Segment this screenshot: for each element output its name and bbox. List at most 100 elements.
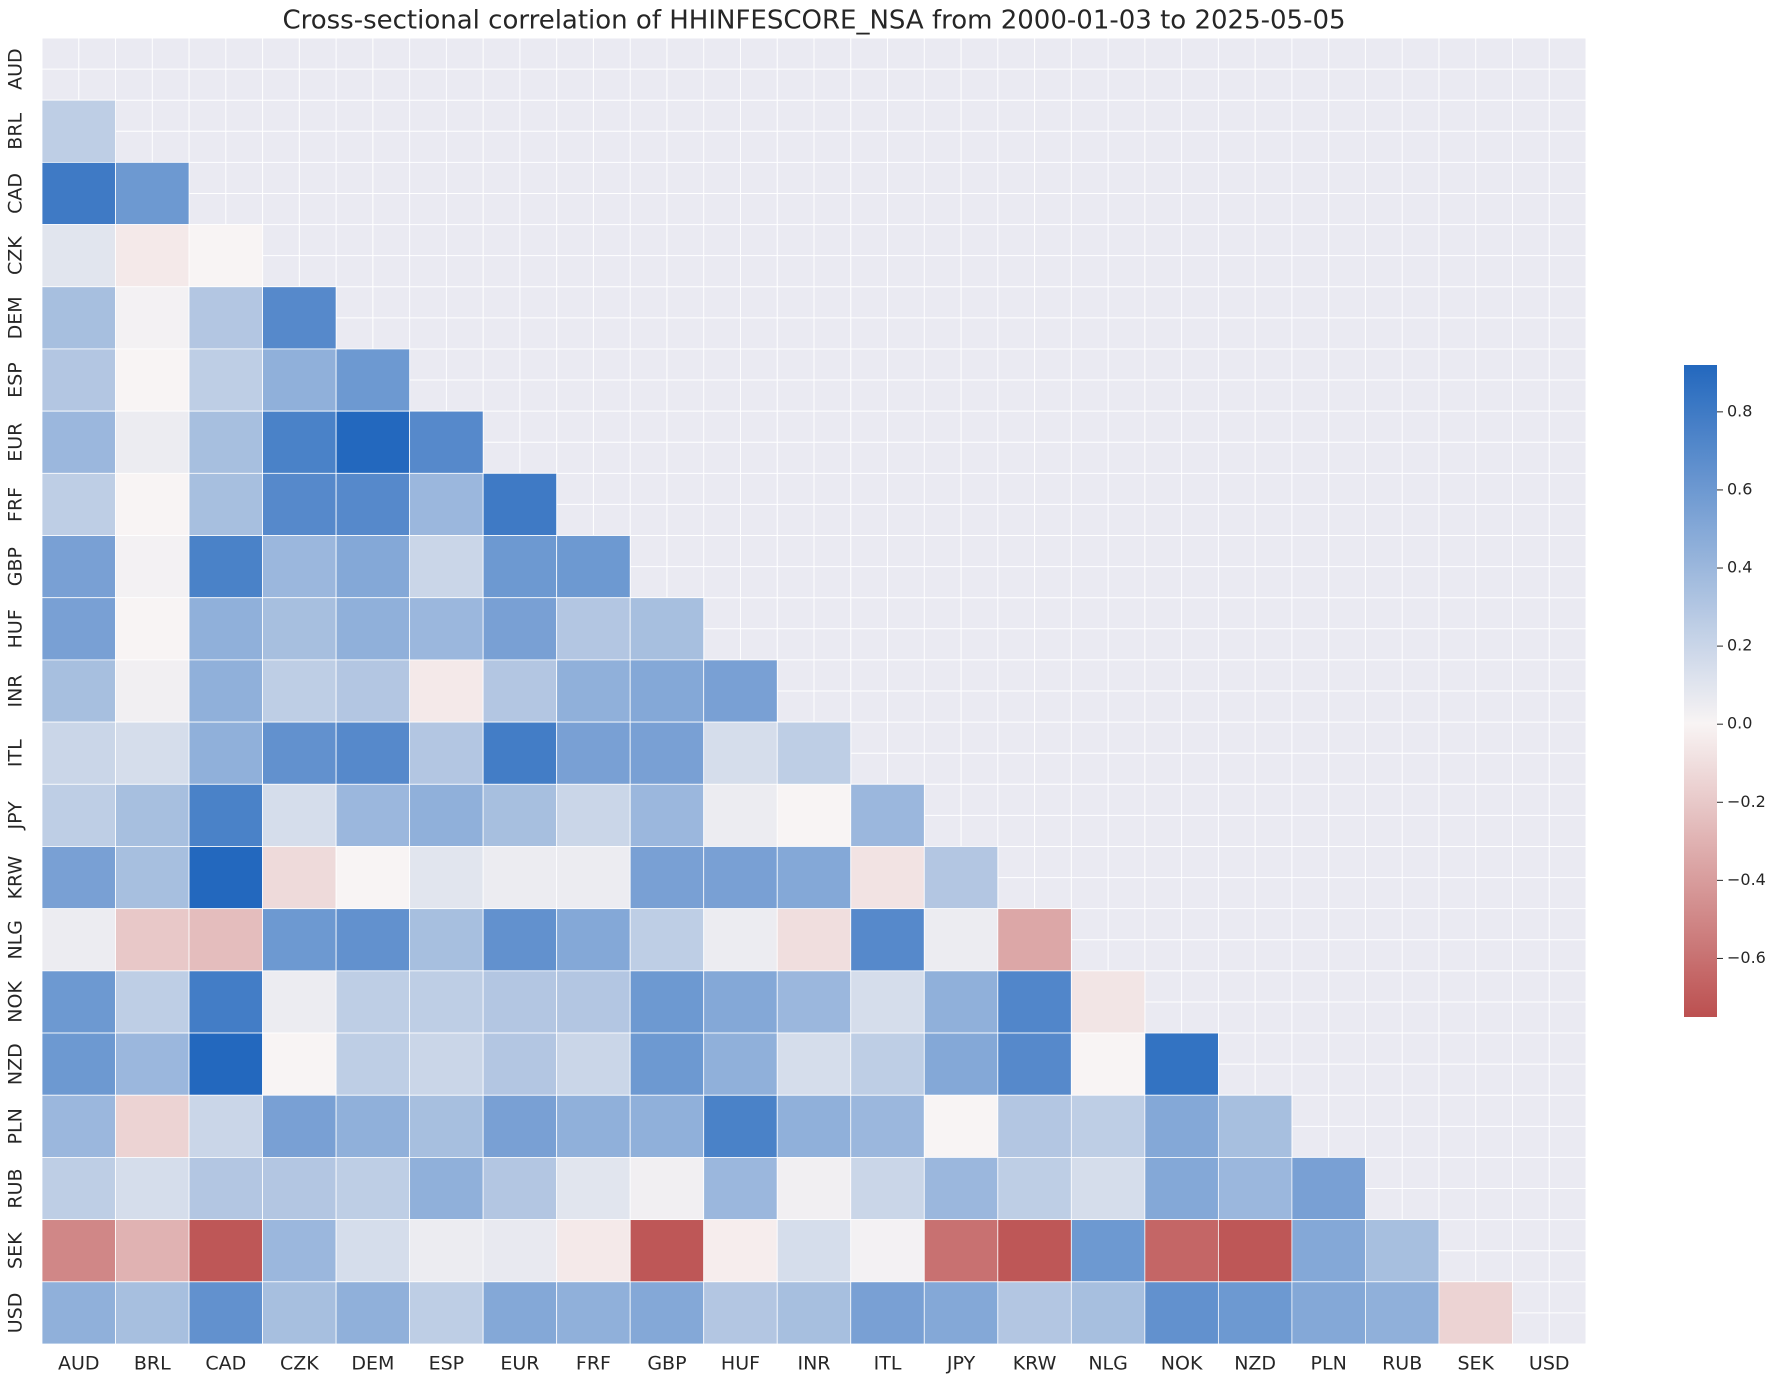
heatmap-cell (629, 721, 705, 785)
heatmap-cell (1070, 1157, 1146, 1221)
heatmap-cell (115, 1032, 190, 1096)
heatmap-cell (776, 970, 852, 1034)
heatmap-cell (262, 472, 337, 536)
heatmap-cell (115, 1094, 190, 1158)
heatmap-cell (556, 1032, 631, 1096)
heatmap-cell (923, 1032, 999, 1096)
heatmap-cell (556, 1281, 631, 1345)
heatmap-cell (1144, 1157, 1219, 1221)
heatmap-cell (482, 597, 558, 661)
heatmap-cell (335, 846, 411, 910)
heatmap-cell (188, 1281, 263, 1345)
heatmap-cell (556, 1219, 631, 1283)
heatmap-cell (409, 1032, 484, 1096)
heatmap-cell (482, 846, 558, 910)
heatmap-cell (556, 970, 631, 1034)
colorbar-tick-label: −0.4 (1727, 870, 1766, 889)
heatmap-cell (262, 410, 337, 474)
x-tick-label: ESP (429, 1353, 465, 1375)
colorbar-tick-label: 0.6 (1727, 479, 1752, 498)
heatmap-cell (1070, 1281, 1146, 1345)
heatmap-cell (115, 224, 190, 288)
heatmap-cell (41, 535, 116, 599)
heatmap-cell (409, 1094, 484, 1158)
heatmap-cell (629, 846, 705, 910)
heatmap-cell (335, 783, 411, 847)
x-tick-label: AUD (58, 1353, 100, 1375)
heatmap-cell (41, 970, 116, 1034)
x-tick-label: JPY (946, 1353, 976, 1375)
heatmap-cell (1365, 1219, 1440, 1283)
heatmap-cell (188, 410, 263, 474)
heatmap-cell (335, 1281, 411, 1345)
heatmap-cell (997, 1157, 1072, 1221)
heatmap-cell (482, 970, 558, 1034)
heatmap-cell (409, 1219, 484, 1283)
heatmap-cell (409, 1157, 484, 1221)
heatmap-cell (335, 721, 411, 785)
heatmap-cell (776, 846, 852, 910)
heatmap-cell (188, 1032, 263, 1096)
heatmap-cell (409, 783, 484, 847)
heatmap-cell (115, 410, 190, 474)
x-tick-label: EUR (500, 1353, 539, 1375)
heatmap-cell (41, 348, 116, 412)
heatmap-cell (41, 1157, 116, 1221)
heatmap-cell (188, 659, 263, 723)
heatmap-cell (776, 1032, 852, 1096)
heatmap-cell (188, 783, 263, 847)
heatmap-cell (335, 1157, 411, 1221)
heatmap-cell (482, 908, 558, 972)
heatmap-cell (629, 659, 705, 723)
heatmap-cell (923, 1281, 999, 1345)
heatmap-cell (335, 1032, 411, 1096)
y-tick-label: HUF (5, 609, 27, 648)
heatmap-cell (409, 846, 484, 910)
heatmap-cell (335, 1219, 411, 1283)
heatmap-cell (335, 410, 411, 474)
heatmap-cell (850, 1219, 925, 1283)
heatmap-cell (115, 783, 190, 847)
heatmap-cell (335, 472, 411, 536)
heatmap-cell (703, 970, 778, 1034)
heatmap-cell (115, 161, 190, 225)
colorbar-tick-label: −0.2 (1727, 792, 1766, 811)
heatmap-cell (776, 908, 852, 972)
heatmap-cell (556, 659, 631, 723)
y-tick-label: DEM (5, 296, 27, 339)
heatmap-cell (556, 1094, 631, 1158)
x-tick-label: USD (1529, 1353, 1570, 1375)
colorbar-tick-label: 0.4 (1727, 558, 1752, 577)
x-tick-label: FRF (576, 1353, 611, 1375)
heatmap-cell (629, 1157, 705, 1221)
heatmap-cell (629, 597, 705, 661)
heatmap-cell (115, 286, 190, 350)
x-tick-label: NOK (1161, 1353, 1203, 1375)
heatmap-cell (41, 1281, 116, 1345)
heatmap-cell (776, 1219, 852, 1283)
chart-title: Cross-sectional correlation of HHINFESCO… (282, 6, 1345, 36)
heatmap-cell (335, 535, 411, 599)
heatmap-cell (1438, 1281, 1513, 1345)
heatmap-cell (482, 721, 558, 785)
heatmap-cell (629, 1032, 705, 1096)
y-tick-label: SEK (5, 1232, 27, 1269)
heatmap-cell (41, 286, 116, 350)
heatmap-cell (850, 908, 925, 972)
y-tick-label: GBP (5, 547, 27, 586)
y-tick-label: ESP (5, 362, 27, 398)
heatmap-cell (262, 1094, 337, 1158)
heatmap-cell (776, 1094, 852, 1158)
heatmap-cell (850, 783, 925, 847)
y-tick-label: ITL (5, 739, 27, 767)
heatmap-cell (115, 348, 190, 412)
y-tick-label: PLN (5, 1108, 27, 1144)
y-tick-label: AUD (5, 48, 27, 90)
heatmap-cell (556, 597, 631, 661)
heatmap-cell (997, 1094, 1072, 1158)
heatmap-cell (262, 908, 337, 972)
heatmap-cell (41, 721, 116, 785)
colorbar-tick-label: 0.2 (1727, 636, 1752, 655)
